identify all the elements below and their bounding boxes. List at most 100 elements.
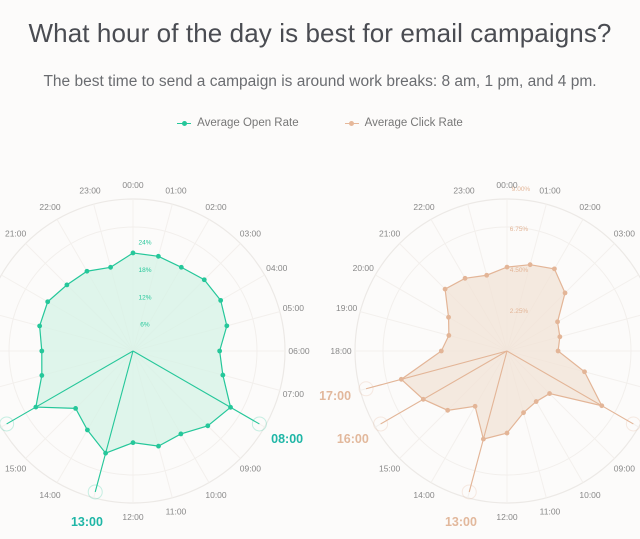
open-data-point-1900 — [37, 323, 43, 329]
legend-label-open-rate: Average Open Rate — [197, 117, 299, 129]
click-highlight-ring — [625, 416, 640, 432]
open-data-point-0000 — [130, 250, 136, 256]
open-hour-label-1500: 15:00 — [5, 463, 27, 473]
open-data-point-1400 — [85, 427, 90, 433]
page-subtitle: The best time to send a campaign is arou… — [43, 73, 597, 90]
open-data-point-0600 — [217, 348, 223, 354]
click-radial-tick-label: 2.25% — [510, 308, 529, 315]
open-hour-label-1200: 12:00 — [122, 512, 144, 522]
open-data-point-1600 — [33, 404, 39, 410]
click-hour-label-1500: 15:00 — [379, 463, 401, 473]
open-hour-label-0800: 08:00 — [271, 432, 303, 446]
open-hour-label-0200: 02:00 — [205, 202, 227, 212]
open-hour-label-0500: 05:00 — [283, 303, 305, 313]
click-hour-label-1200: 12:00 — [496, 512, 518, 522]
click-hour-label-2300: 23:00 — [453, 186, 475, 196]
click-data-point-0500 — [557, 334, 563, 340]
open-hour-label-0100: 01:00 — [165, 186, 187, 196]
click-data-point-1300 — [480, 436, 486, 442]
click-hour-label-1800: 18:00 — [330, 346, 352, 356]
click-highlight-spike — [380, 350, 508, 425]
click-radial-tick-label: 6.75% — [510, 226, 529, 233]
open-highlight-spike — [6, 350, 134, 425]
open-highlight-ring — [251, 416, 267, 432]
click-data-point-2100 — [442, 286, 448, 292]
open-hour-label-0900: 09:00 — [240, 463, 262, 473]
open-hour-label-2200: 22:00 — [39, 202, 61, 212]
open-data-point-0800 — [228, 404, 233, 410]
legend-item-click-rate[interactable]: Average Click Rate — [344, 117, 463, 129]
open-radial-tick-label: 6% — [140, 322, 150, 329]
click-hour-label-0300: 03:00 — [614, 229, 636, 239]
click-highlight-ring — [461, 484, 477, 500]
click-radial-tick-label: 4.50% — [510, 267, 529, 274]
open-hour-label-2100: 21:00 — [5, 229, 27, 239]
click-data-point-0200 — [552, 266, 557, 272]
open-radial-tick-label: 18% — [138, 267, 151, 274]
click-hour-label-1900: 19:00 — [336, 303, 358, 313]
open-hour-label-1400: 14:00 — [39, 490, 61, 500]
click-data-point-0000 — [504, 264, 510, 270]
click-hour-label-1000: 10:00 — [579, 490, 601, 500]
click-data-point-1500 — [445, 407, 451, 413]
click-hour-label-1300: 13:00 — [445, 515, 477, 529]
click-data-point-0900 — [547, 391, 552, 396]
open-hour-label-0000: 00:00 — [122, 180, 144, 190]
open-data-point-2100 — [64, 282, 70, 288]
open-highlight-ring — [87, 484, 103, 500]
legend-swatch-click-rate — [344, 118, 359, 128]
open-highlight-spike — [132, 350, 260, 425]
open-highlight-ring — [0, 416, 15, 432]
click-data-point-1900 — [446, 333, 452, 338]
open-data-point-0500 — [224, 323, 230, 329]
click-data-point-1200 — [504, 430, 510, 436]
click-data-point-0700 — [582, 369, 587, 375]
click-data-point-2000 — [446, 314, 451, 320]
click-data-point-0600 — [555, 348, 561, 354]
click-hour-label-1400: 14:00 — [413, 490, 435, 500]
click-data-point-0400 — [555, 319, 560, 325]
click-radial-tick-label: 9.00% — [512, 186, 531, 193]
open-hour-label-1100: 11:00 — [166, 506, 187, 516]
click-highlight-ring — [373, 416, 389, 432]
open-data-point-2300 — [108, 264, 113, 270]
open-hour-label-0400: 04:00 — [266, 263, 288, 273]
open-data-point-0900 — [205, 423, 211, 429]
open-hour-label-1300: 13:00 — [71, 515, 103, 529]
page-title: What hour of the day is best for email c… — [28, 18, 612, 48]
open-data-point-1300 — [103, 450, 109, 456]
click-rate-radar-chart: 2.25% 4.50% 6.75% 9.00%00:00 01:00 02:00 03:00… — [319, 180, 640, 529]
open-hour-label-1000: 10:00 — [205, 490, 227, 500]
click-hour-label-1100: 11:00 — [540, 506, 561, 516]
open-hour-label-0600: 06:00 — [288, 346, 310, 356]
click-hour-label-0000: 00:00 — [496, 180, 518, 190]
click-hour-label-2200: 22:00 — [413, 202, 435, 212]
open-data-point-1100 — [156, 443, 161, 449]
click-data-point-1800 — [438, 348, 444, 354]
legend-swatch-open-rate — [177, 118, 192, 128]
open-data-point-1000 — [178, 431, 184, 437]
click-highlight-spike — [365, 350, 508, 390]
click-hour-label-1700: 17:00 — [319, 389, 351, 403]
legend-item-open-rate[interactable]: Average Open Rate — [177, 117, 299, 129]
click-data-point-0800 — [599, 403, 605, 409]
click-data-point-2300 — [484, 272, 490, 278]
click-highlight-spike — [468, 350, 508, 493]
click-data-point-2200 — [462, 275, 468, 281]
click-data-point-1100 — [521, 410, 526, 416]
open-radial-tick-label: 12% — [138, 294, 151, 301]
open-data-point-1500 — [73, 405, 79, 411]
click-highlight-spike — [506, 350, 634, 425]
click-hour-label-0200: 02:00 — [579, 202, 601, 212]
click-highlight-ring — [358, 381, 374, 397]
click-data-point-1000 — [533, 399, 539, 404]
click-hour-label-1600: 16:00 — [337, 432, 369, 446]
click-data-point-0100 — [527, 262, 533, 268]
click-data-point-0300 — [562, 290, 568, 296]
open-radial-tick-label: 24% — [138, 240, 151, 247]
click-hour-label-0100: 01:00 — [539, 186, 561, 196]
click-hour-label-2000: 20:00 — [353, 263, 375, 273]
open-data-point-0100 — [155, 253, 161, 259]
click-hour-label-2100: 21:00 — [379, 229, 401, 239]
